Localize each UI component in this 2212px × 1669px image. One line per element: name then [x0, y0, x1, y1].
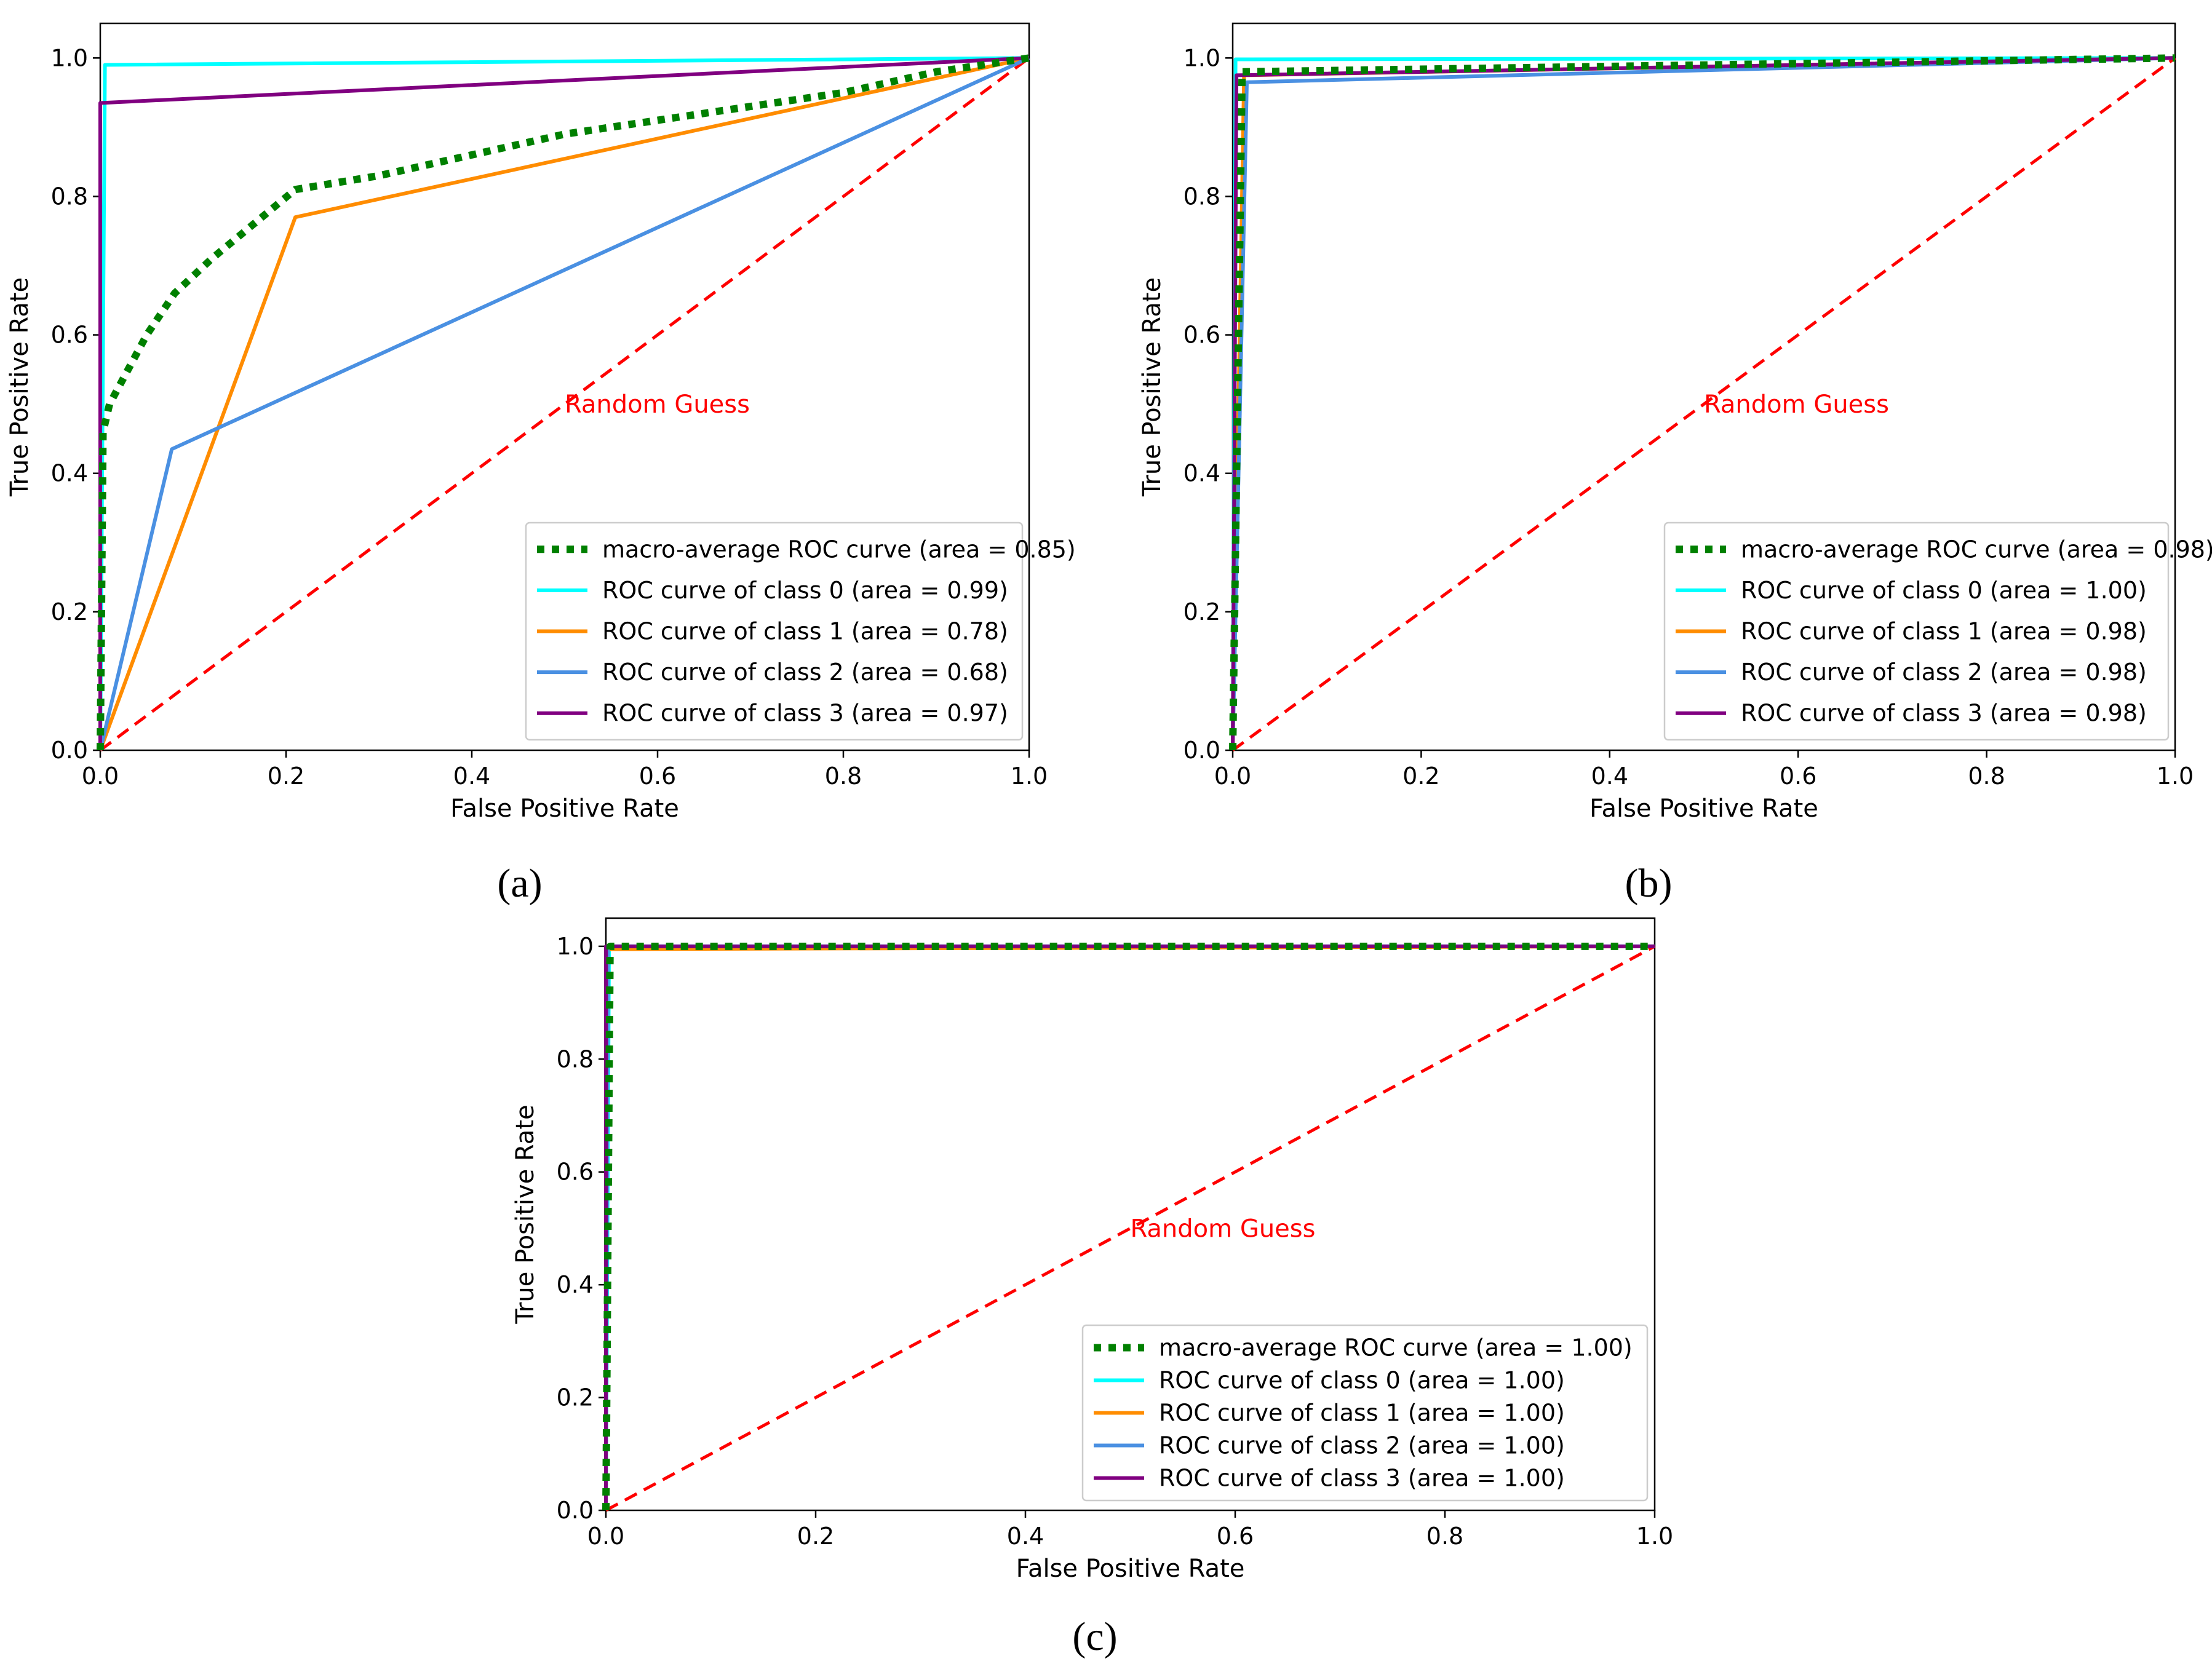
y-tick-label: 0.0: [51, 737, 88, 764]
legend-entry-label: ROC curve of class 2 (area = 0.68): [602, 659, 1008, 686]
x-tick-label: 0.0: [1214, 763, 1251, 790]
legend-entry-label: macro-average ROC curve (area = 1.00): [1159, 1334, 1633, 1362]
x-tick-label: 0.8: [1968, 763, 2005, 790]
x-tick-label: 1.0: [2157, 763, 2194, 790]
roc-series-line: [98, 56, 1030, 751]
y-tick-label: 0.0: [1184, 737, 1220, 764]
legend-entry-label: ROC curve of class 2 (area = 0.98): [1741, 659, 2147, 686]
x-tick-label: 0.4: [1007, 1523, 1044, 1550]
x-tick-label: 0.0: [587, 1523, 624, 1550]
legend-entry-label: macro-average ROC curve (area = 0.85): [602, 536, 1076, 563]
roc-series-line: [98, 56, 1030, 750]
x-tick-label: 0.6: [639, 763, 676, 790]
random-guess-line: [605, 945, 1656, 1512]
roc-series-line: [97, 54, 1030, 751]
x-tick-label: 0.8: [825, 763, 862, 790]
y-tick-label: 1.0: [1184, 44, 1220, 71]
panel-label-c: (c): [1072, 1614, 1117, 1659]
x-tick-label: 0.4: [1591, 763, 1628, 790]
roc-series-line: [1229, 54, 2176, 751]
x-axis-title: False Positive Rate: [1016, 1555, 1245, 1583]
y-tick-label: 0.8: [51, 183, 88, 210]
x-axis-title: False Positive Rate: [1589, 795, 1818, 823]
legend-entry-label: macro-average ROC curve (area = 0.98): [1741, 536, 2212, 563]
x-tick-label: 0.8: [1426, 1523, 1463, 1550]
y-axis-title: True Positive Rate: [6, 277, 34, 497]
y-tick-label: 0.2: [51, 598, 88, 625]
y-tick-label: 0.8: [557, 1045, 594, 1072]
x-tick-label: 1.0: [1636, 1523, 1673, 1550]
y-tick-label: 0.8: [1184, 183, 1220, 210]
legend-box: [1663, 521, 2170, 741]
x-axis-title: False Positive Rate: [450, 795, 679, 823]
x-tick-label: 0.2: [1402, 763, 1439, 790]
y-tick-label: 0.6: [1184, 322, 1220, 349]
legend-entry-label: ROC curve of class 0 (area = 1.00): [1159, 1367, 1565, 1394]
random-guess-line: [1231, 57, 2176, 752]
y-tick-label: 0.2: [557, 1384, 594, 1411]
y-tick-label: 1.0: [557, 933, 594, 960]
y-tick-label: 0.4: [51, 460, 88, 487]
y-tick-label: 1.0: [51, 44, 88, 71]
random-guess-label: Random Guess: [565, 390, 750, 419]
y-tick-label: 0.4: [557, 1271, 594, 1298]
x-tick-label: 0.6: [1217, 1523, 1254, 1550]
y-axis-title: True Positive Rate: [511, 1104, 539, 1324]
legend-entry-label: ROC curve of class 1 (area = 0.98): [1741, 618, 2147, 645]
panel-label-a: (a): [497, 861, 542, 906]
y-tick-label: 0.4: [1184, 460, 1220, 487]
y-tick-label: 0.0: [557, 1497, 594, 1524]
roc-series-line: [98, 56, 1030, 751]
x-tick-label: 0.2: [268, 763, 304, 790]
x-tick-label: 0.0: [82, 763, 119, 790]
legend-entry-label: ROC curve of class 3 (area = 0.98): [1741, 700, 2147, 727]
legend-entry-label: ROC curve of class 1 (area = 0.78): [602, 618, 1008, 645]
random-guess-label: Random Guess: [1131, 1215, 1316, 1243]
x-tick-label: 1.0: [1011, 763, 1048, 790]
legend-entry-label: ROC curve of class 2 (area = 1.00): [1159, 1432, 1565, 1459]
roc-series-line: [602, 942, 1655, 1511]
legend-box: [525, 521, 1024, 741]
x-tick-label: 0.4: [453, 763, 490, 790]
random-guess-label: Random Guess: [1704, 390, 1889, 419]
legend-entry-label: ROC curve of class 0 (area = 1.00): [1741, 577, 2147, 604]
x-tick-label: 0.6: [1780, 763, 1816, 790]
legend-box: [1081, 1324, 1649, 1502]
legend-entry-label: ROC curve of class 3 (area = 1.00): [1159, 1465, 1565, 1492]
x-tick-label: 0.2: [797, 1523, 834, 1550]
y-tick-label: 0.2: [1184, 598, 1220, 625]
y-tick-label: 0.6: [557, 1159, 594, 1186]
roc-chart-c: 0.0 0.2 0.4 0.6 0.8 1.0 0.0 0.2 0.4 0.6 0.8 1.0 Fals…: [511, 917, 1673, 1583]
legend-entry-label: ROC curve of class 0 (area = 0.99): [602, 577, 1008, 604]
legend-entry-label: ROC curve of class 1 (area = 1.00): [1159, 1400, 1565, 1427]
y-axis-title: True Positive Rate: [1138, 277, 1166, 497]
legend-entry-label: ROC curve of class 3 (area = 0.97): [602, 700, 1008, 727]
y-tick-label: 0.6: [51, 322, 88, 349]
roc-chart-b: 0.0 0.2 0.4 0.6 0.8 1.0 0.0 0.2 0.4 0.6 0.8 1.0 Fals…: [1138, 22, 2212, 823]
panel-label-b: (b): [1625, 861, 1673, 906]
roc-chart-a: 0.0 0.2 0.4 0.6 0.8 1.0 0.0 0.2 0.4 0.6 0.8 1.0 Fals…: [6, 22, 1076, 823]
